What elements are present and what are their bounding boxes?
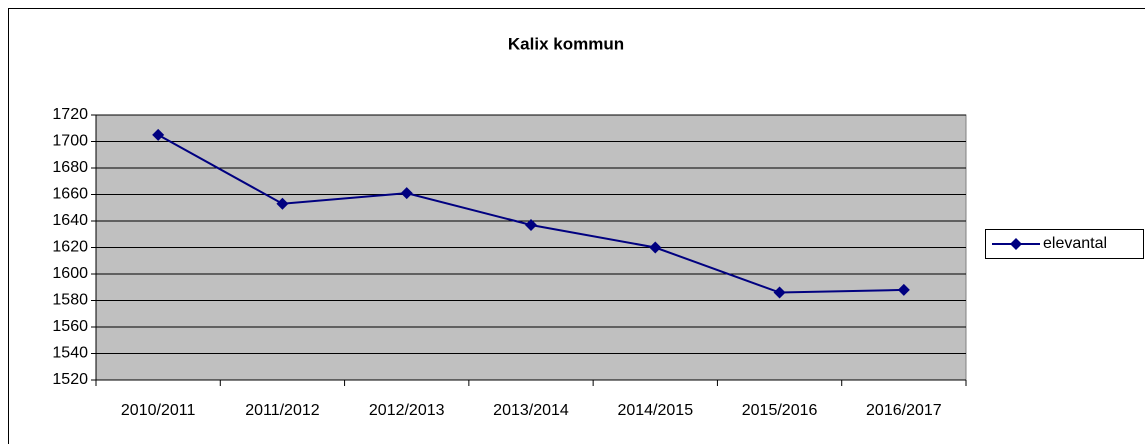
- y-tick-label: 1720: [52, 106, 88, 123]
- y-tick-label: 1560: [52, 318, 88, 335]
- x-tick-label: 2010/2011: [121, 402, 196, 419]
- x-tick-label: 2014/2015: [617, 402, 693, 419]
- y-tick-label: 1700: [52, 133, 88, 150]
- chart-title: Kalix kommun: [508, 34, 624, 53]
- legend-marker: [1010, 238, 1022, 250]
- y-tick-label: 1660: [52, 186, 88, 203]
- y-tick-label: 1620: [52, 239, 88, 256]
- marker: [897, 283, 910, 296]
- x-tick-label: 2015/2016: [742, 402, 818, 419]
- marker: [649, 241, 662, 254]
- marker: [773, 286, 786, 299]
- y-tick-label: 1520: [52, 371, 88, 388]
- y-tick-label: 1580: [52, 292, 88, 309]
- y-tick-label: 1600: [52, 265, 88, 282]
- y-tick-label: 1640: [52, 212, 88, 229]
- marker: [152, 128, 165, 141]
- marker: [525, 218, 537, 231]
- x-tick-label: 2013/2014: [493, 402, 569, 419]
- x-tick-label: 2011/2012: [245, 402, 320, 419]
- legend-label: elevantal: [1043, 235, 1107, 252]
- x-tick-label: 2012/2013: [369, 402, 445, 419]
- x-tick-label: 2016/2017: [866, 402, 942, 419]
- y-tick-label: 1680: [52, 159, 88, 176]
- y-tick-label: 1540: [52, 345, 88, 362]
- marker: [276, 197, 289, 210]
- marker: [400, 187, 413, 200]
